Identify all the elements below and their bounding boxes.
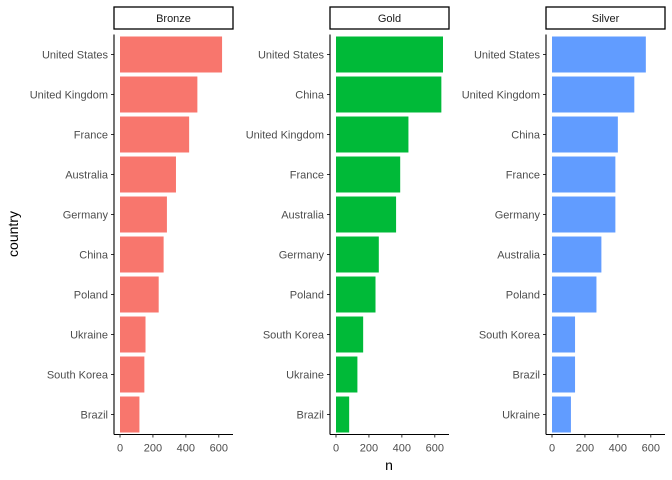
bar xyxy=(552,36,646,73)
facet-strip xyxy=(113,6,234,30)
y-tick-label: United States xyxy=(474,50,541,62)
x-tick-label: 400 xyxy=(609,443,627,455)
bar xyxy=(552,116,618,153)
facet-panel: Bronze United States United Kingdom France A… xyxy=(30,6,234,455)
y-tick-label: Ukraine xyxy=(502,410,540,422)
x-tick-label: 0 xyxy=(549,443,555,455)
facet-strip-label: Gold xyxy=(378,13,401,25)
y-tick-label: Poland xyxy=(290,290,324,302)
bar xyxy=(552,156,616,193)
x-tick-label: 400 xyxy=(393,443,411,455)
y-tick-label: United States xyxy=(258,50,325,62)
y-tick-label: Germany xyxy=(63,210,109,222)
y-tick-label: Poland xyxy=(506,290,540,302)
bar xyxy=(120,356,145,393)
x-tick-label: 200 xyxy=(144,443,162,455)
y-tick-label: Brazil xyxy=(512,370,540,382)
bar xyxy=(552,76,635,113)
facet-panel: Gold United States China United Kingdom Fran… xyxy=(246,6,450,455)
x-tick-label: 400 xyxy=(177,443,195,455)
y-tick-label: Germany xyxy=(279,250,325,262)
bar xyxy=(336,116,409,153)
y-tick-label: United States xyxy=(42,50,109,62)
y-tick-label: United Kingdom xyxy=(462,90,540,102)
bar xyxy=(336,156,401,193)
x-tick-label: 200 xyxy=(360,443,378,455)
y-tick-label: United Kingdom xyxy=(30,90,108,102)
x-tick-label: 0 xyxy=(333,443,339,455)
y-tick-label: France xyxy=(290,170,324,182)
y-tick-label: China xyxy=(79,250,109,262)
y-tick-label: France xyxy=(506,170,540,182)
x-tick-label: 600 xyxy=(642,443,660,455)
y-tick-label: Brazil xyxy=(296,410,324,422)
bar xyxy=(336,356,358,393)
x-tick-label: 600 xyxy=(426,443,444,455)
facet-strip xyxy=(329,6,450,30)
bar xyxy=(552,196,616,233)
bar xyxy=(552,356,576,393)
bar xyxy=(552,236,602,273)
bar xyxy=(120,156,176,193)
bar xyxy=(120,276,159,313)
y-tick-label: China xyxy=(511,130,541,142)
bar xyxy=(552,396,571,433)
y-axis-title: country xyxy=(5,211,21,257)
y-tick-label: Australia xyxy=(65,170,109,182)
x-tick-label: 200 xyxy=(576,443,594,455)
bar xyxy=(336,36,443,73)
y-tick-label: United Kingdom xyxy=(246,130,324,142)
bar xyxy=(120,316,146,353)
x-tick-label: 0 xyxy=(117,443,123,455)
bar xyxy=(336,196,397,233)
facet-strip-label: Bronze xyxy=(156,13,191,25)
facet-strip-label: Silver xyxy=(592,13,620,25)
x-axis-title: n xyxy=(385,457,393,473)
bar xyxy=(120,76,198,113)
y-tick-label: Poland xyxy=(74,290,108,302)
bar xyxy=(336,276,376,313)
bar xyxy=(336,316,364,353)
bar xyxy=(120,196,167,233)
facet-panel: Silver United States United Kingdom China Fr… xyxy=(462,6,666,455)
y-tick-label: Brazil xyxy=(80,410,108,422)
y-tick-label: France xyxy=(74,130,108,142)
bar xyxy=(120,236,164,273)
facet-panels: Bronze United States United Kingdom France A… xyxy=(30,6,666,455)
bar xyxy=(336,396,350,433)
y-tick-label: Germany xyxy=(495,210,541,222)
y-tick-label: Ukraine xyxy=(286,370,324,382)
x-tick-label: 600 xyxy=(210,443,228,455)
bar xyxy=(120,116,190,153)
bar xyxy=(120,396,140,433)
y-tick-label: South Korea xyxy=(479,330,541,342)
y-tick-label: Australia xyxy=(497,250,541,262)
y-tick-label: South Korea xyxy=(263,330,325,342)
bar xyxy=(120,36,223,73)
y-tick-label: Australia xyxy=(281,210,325,222)
bar xyxy=(552,276,597,313)
bar xyxy=(336,236,379,273)
y-tick-label: China xyxy=(295,90,325,102)
facet-strip xyxy=(545,6,666,30)
y-tick-label: South Korea xyxy=(47,370,109,382)
bar xyxy=(552,316,576,353)
y-tick-label: Ukraine xyxy=(70,330,108,342)
bar xyxy=(336,76,442,113)
